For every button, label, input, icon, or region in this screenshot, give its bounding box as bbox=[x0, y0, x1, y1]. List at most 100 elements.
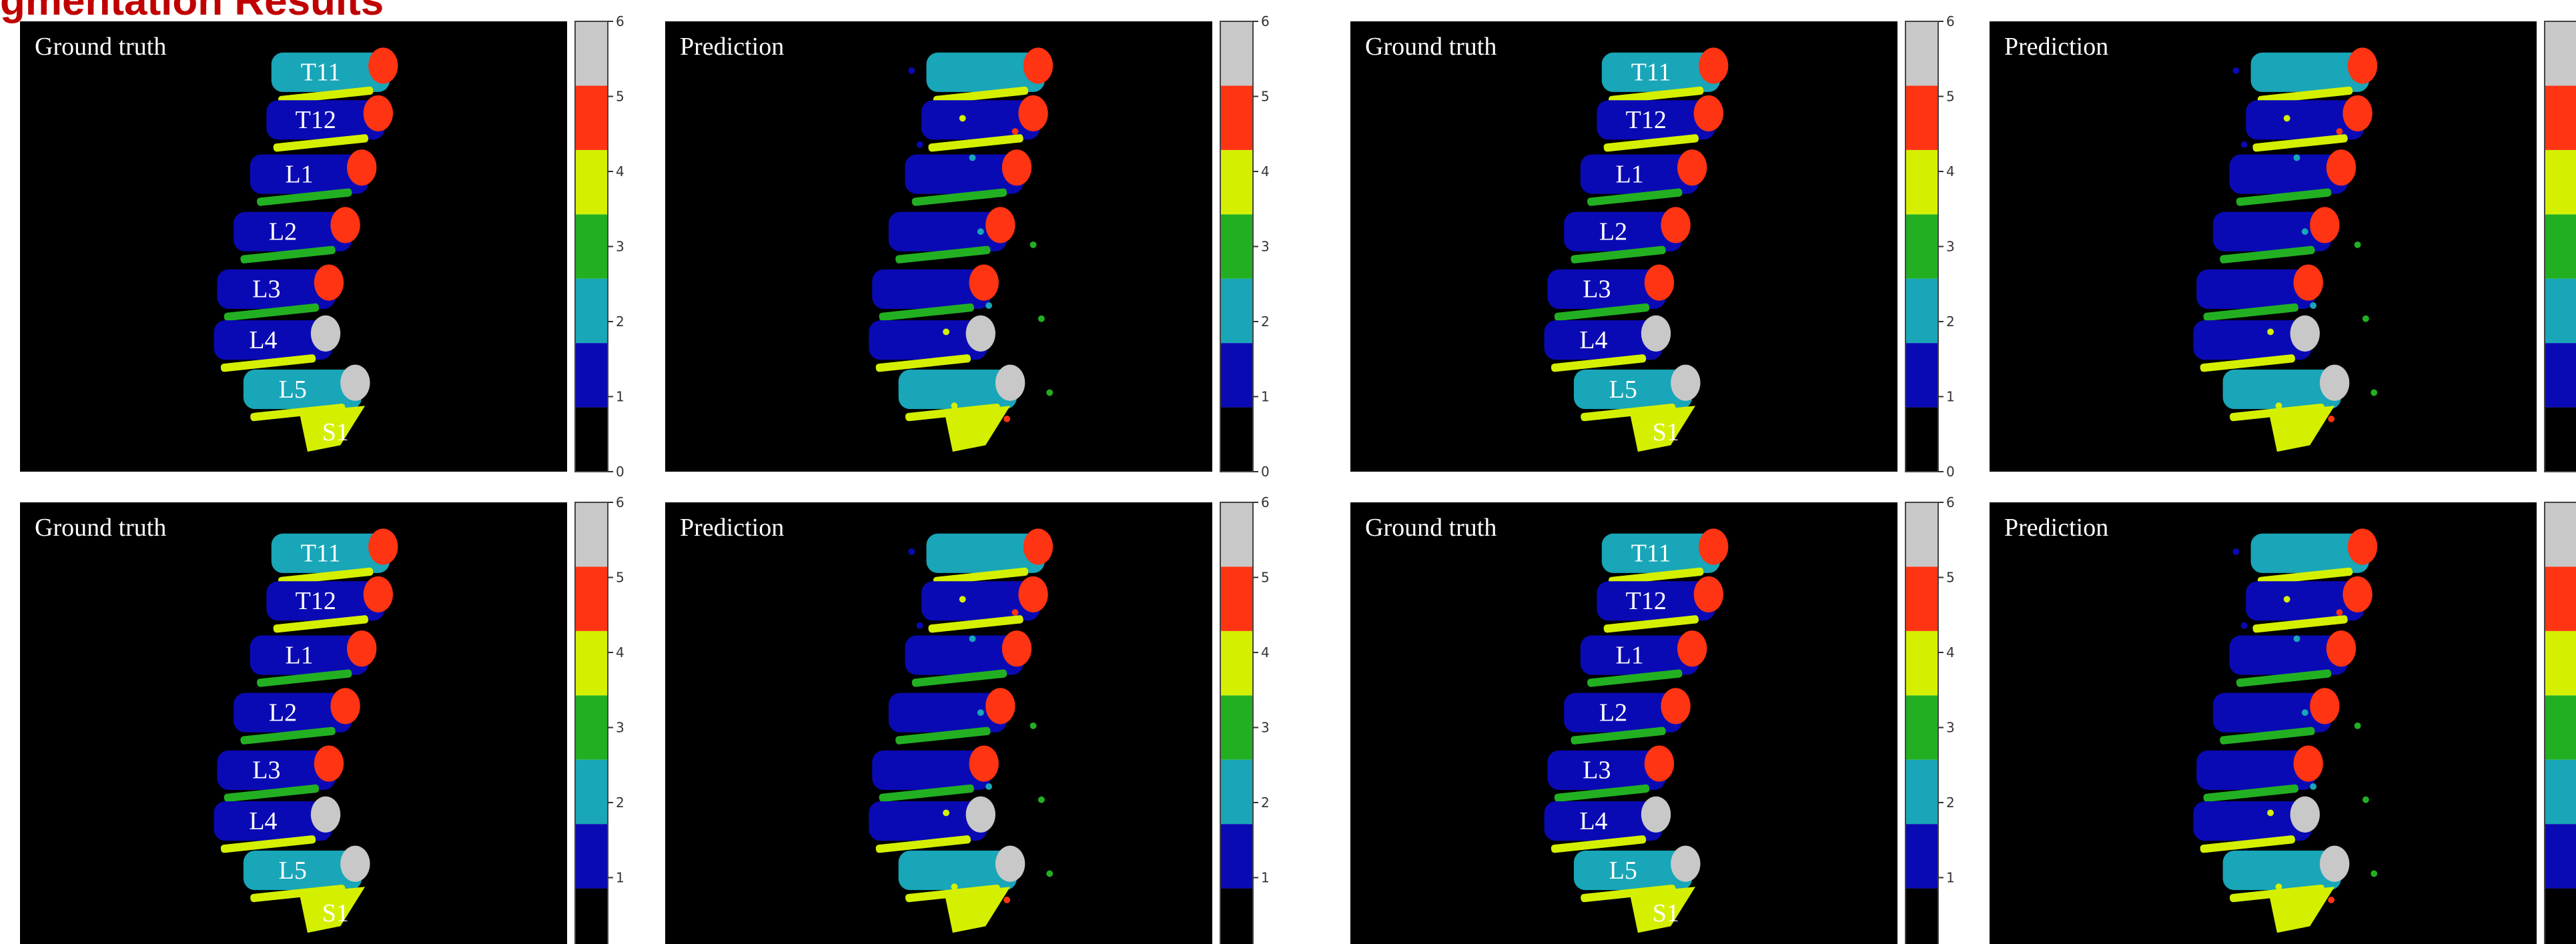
noise-speck bbox=[917, 622, 923, 629]
panel-label: Prediction bbox=[2004, 514, 2108, 542]
colorbar-tick-label: 2 bbox=[1261, 795, 1270, 811]
posterior-element bbox=[2326, 149, 2356, 185]
noise-speck bbox=[2310, 783, 2316, 790]
posterior-element bbox=[2294, 745, 2323, 781]
vertebra-label: L3 bbox=[1583, 757, 1611, 785]
colorbar-tick-label: 3 bbox=[616, 239, 624, 255]
colorbar-tick-label: 5 bbox=[1946, 89, 1955, 105]
posterior-element bbox=[1645, 264, 1674, 300]
noise-speck bbox=[951, 402, 957, 409]
posterior-element bbox=[311, 316, 340, 352]
panel: Prediction bbox=[1990, 502, 2576, 944]
vertebra-label: S1 bbox=[322, 899, 349, 927]
vertebra-label: L5 bbox=[279, 857, 307, 885]
posterior-element bbox=[340, 365, 370, 401]
vertebra-label: T11 bbox=[301, 540, 341, 568]
panel: Ground truthT11T12L1L2L3L4L5S10123456 bbox=[1350, 13, 1955, 480]
panel: Prediction bbox=[1990, 21, 2576, 472]
posterior-element bbox=[2348, 47, 2377, 83]
vertebra-label: L3 bbox=[1583, 276, 1611, 304]
panel: Ground truthT11T12L1L2L3L4L5S10123456 bbox=[20, 13, 624, 480]
panel-label: Prediction bbox=[2004, 33, 2108, 61]
noise-speck bbox=[977, 709, 984, 716]
posterior-element bbox=[1699, 528, 1728, 564]
colorbar-segment bbox=[2545, 889, 2576, 944]
posterior-element bbox=[368, 47, 398, 83]
noise-speck bbox=[1012, 609, 1019, 616]
noise-speck bbox=[2241, 141, 2248, 148]
noise-speck bbox=[908, 548, 915, 555]
noise-speck bbox=[925, 696, 931, 703]
colorbar-segment bbox=[2545, 695, 2576, 759]
colorbar-segment bbox=[1905, 21, 1938, 85]
colorbar-tick-label: 2 bbox=[616, 314, 624, 330]
noise-speck bbox=[959, 115, 966, 121]
noise-speck bbox=[2310, 302, 2316, 309]
colorbar-segment bbox=[1905, 279, 1938, 343]
noise-speck bbox=[2294, 635, 2300, 642]
colorbar-segment bbox=[2545, 21, 2576, 85]
colorbar-segment bbox=[1220, 21, 1253, 85]
noise-speck bbox=[2232, 548, 2239, 555]
posterior-element bbox=[1677, 149, 1707, 185]
posterior-element bbox=[314, 264, 344, 300]
noise-speck bbox=[2284, 115, 2290, 121]
posterior-element bbox=[2320, 846, 2349, 882]
noise-speck bbox=[925, 215, 931, 222]
noise-speck bbox=[1030, 723, 1037, 729]
colorbar-segment bbox=[1905, 889, 1938, 944]
colorbar-tick-label: 5 bbox=[1261, 89, 1270, 105]
posterior-element bbox=[966, 797, 995, 833]
colorbar-segment bbox=[1220, 343, 1253, 407]
noise-speck bbox=[1046, 871, 1053, 877]
colorbar-tick-label: 6 bbox=[616, 13, 624, 29]
colorbar-tick-label: 2 bbox=[616, 795, 624, 811]
colorbar-segment bbox=[1905, 502, 1938, 566]
colorbar-segment bbox=[1220, 502, 1253, 566]
colorbar-segment bbox=[575, 21, 608, 85]
colorbar-segment bbox=[1905, 566, 1938, 630]
vertebra-label: L4 bbox=[249, 807, 277, 835]
noise-speck bbox=[2275, 883, 2282, 890]
colorbar-segment bbox=[2545, 408, 2576, 472]
colorbar-segment bbox=[1220, 824, 1253, 888]
colorbar-segment bbox=[1905, 214, 1938, 278]
noise-speck bbox=[951, 883, 957, 890]
vertebra-label: T12 bbox=[296, 587, 336, 615]
colorbar-segment bbox=[575, 343, 608, 407]
posterior-element bbox=[1661, 207, 1690, 243]
noise-speck bbox=[943, 328, 949, 335]
vertebra-label: L2 bbox=[269, 218, 297, 246]
vertebra-label: T11 bbox=[1631, 59, 1671, 87]
posterior-element bbox=[1645, 745, 1674, 781]
colorbar-segment bbox=[1220, 889, 1253, 944]
panel-label: Prediction bbox=[680, 514, 784, 542]
noise-speck bbox=[959, 596, 966, 602]
posterior-element bbox=[985, 207, 1015, 243]
posterior-element bbox=[969, 264, 999, 300]
noise-speck bbox=[1003, 897, 1010, 903]
colorbar-segment bbox=[575, 566, 608, 630]
noise-speck bbox=[2371, 390, 2377, 396]
vertebra-label: L1 bbox=[1616, 160, 1644, 188]
noise-speck bbox=[2294, 154, 2300, 161]
colorbar-tick-label: 5 bbox=[616, 570, 624, 586]
noise-speck bbox=[969, 635, 976, 642]
posterior-element bbox=[1694, 576, 1723, 612]
panel-label: Ground truth bbox=[35, 33, 166, 61]
posterior-element bbox=[330, 688, 360, 724]
colorbar-tick-label: 1 bbox=[1261, 389, 1270, 405]
vertebra-label: L5 bbox=[1609, 376, 1637, 404]
vertebra-label: T11 bbox=[1631, 540, 1671, 568]
noise-speck bbox=[2241, 622, 2248, 629]
colorbar-segment bbox=[575, 85, 608, 149]
posterior-element bbox=[1002, 149, 1031, 185]
noise-speck bbox=[985, 302, 992, 309]
posterior-element bbox=[347, 630, 376, 666]
posterior-element bbox=[2290, 797, 2320, 833]
vertebra-label: L5 bbox=[1609, 857, 1637, 885]
posterior-element bbox=[2326, 630, 2356, 666]
panel-label: Ground truth bbox=[1365, 514, 1496, 542]
posterior-element bbox=[330, 207, 360, 243]
posterior-element bbox=[2342, 576, 2372, 612]
